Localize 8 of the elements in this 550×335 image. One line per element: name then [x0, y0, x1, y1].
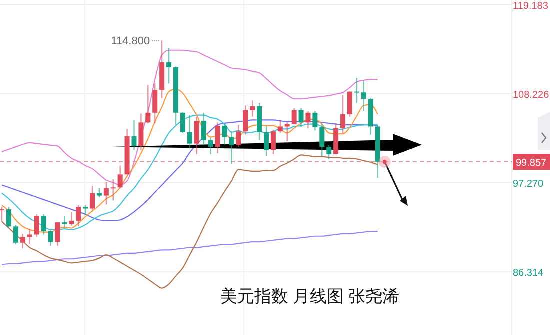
y-tick-label: 97.270: [513, 179, 544, 190]
text: 美元指数 月线图 张尧浠: [220, 287, 400, 306]
annotation: 114.800: [111, 36, 150, 48]
y-tick-label: 119.183: [513, 1, 549, 12]
ref-line-label: 99.857: [516, 158, 548, 169]
line-series: [1, 230, 378, 266]
y-tick-label: 86.314: [513, 268, 544, 280]
y-tick-label: 108.226: [513, 90, 550, 102]
